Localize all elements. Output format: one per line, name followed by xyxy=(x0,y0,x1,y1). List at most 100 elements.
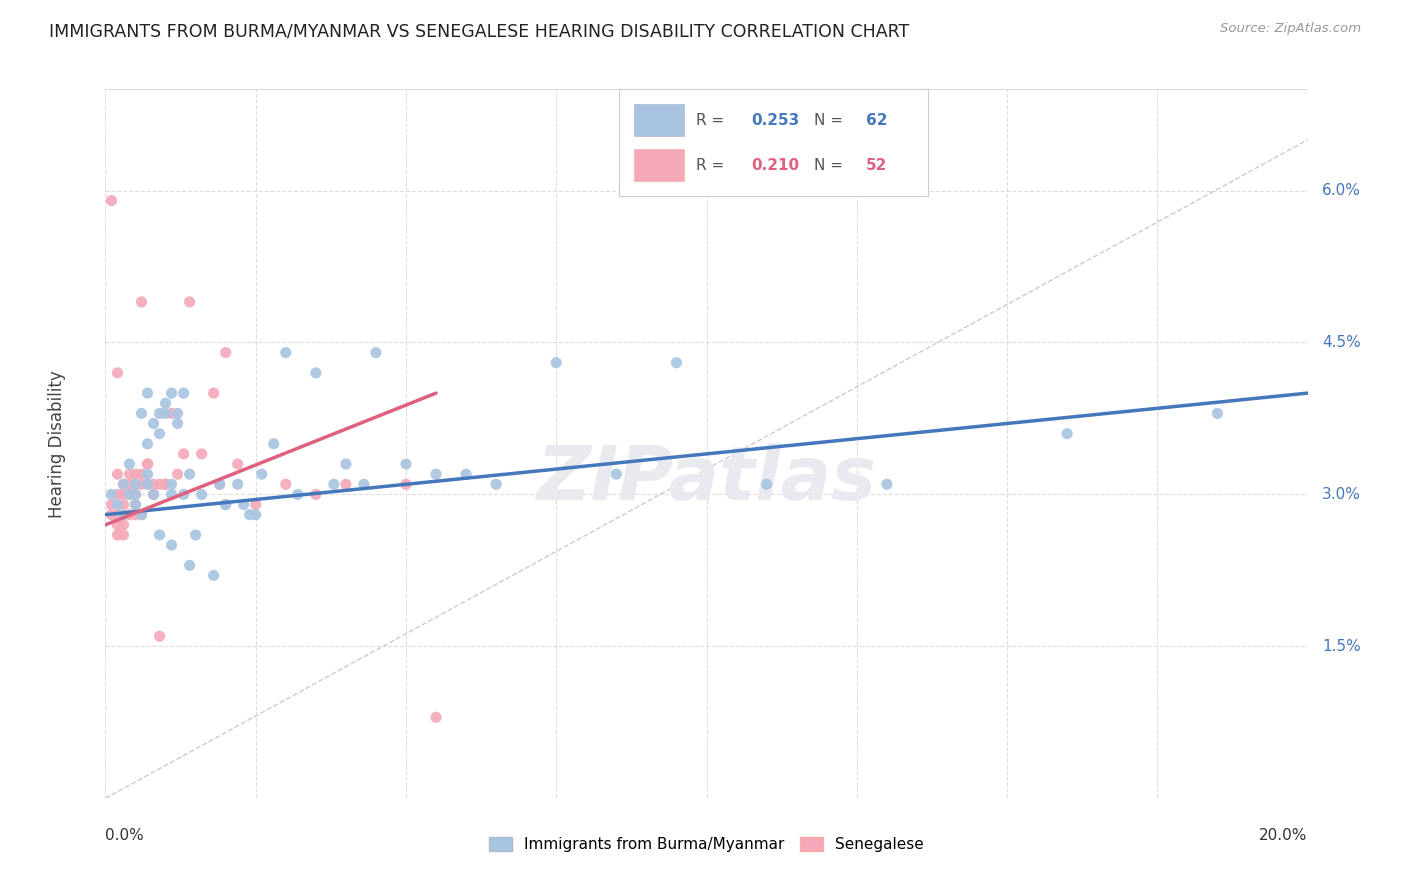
Point xyxy=(148,426,170,441)
Point xyxy=(107,467,129,482)
Point xyxy=(155,406,177,420)
Point xyxy=(202,386,225,401)
Text: 52: 52 xyxy=(866,158,887,173)
Text: N =: N = xyxy=(814,112,848,128)
Text: 62: 62 xyxy=(866,112,887,128)
Point xyxy=(214,498,236,512)
Point xyxy=(136,436,159,450)
Point xyxy=(876,477,898,491)
Point xyxy=(425,710,447,724)
Point xyxy=(179,558,201,573)
Point xyxy=(136,386,159,401)
Point xyxy=(136,457,159,471)
Point xyxy=(1056,426,1078,441)
Point xyxy=(335,457,357,471)
Point xyxy=(239,508,262,522)
Point xyxy=(665,356,688,370)
Point xyxy=(107,366,129,380)
Text: 0.253: 0.253 xyxy=(752,112,800,128)
Point xyxy=(136,477,159,491)
Text: ZIPatlas: ZIPatlas xyxy=(537,442,876,516)
Point xyxy=(173,386,195,401)
Point xyxy=(179,294,201,309)
Text: 1.5%: 1.5% xyxy=(1322,639,1361,654)
Point xyxy=(131,294,153,309)
Point xyxy=(124,508,146,522)
Point xyxy=(155,477,177,491)
Point xyxy=(124,487,146,501)
Point xyxy=(112,477,135,491)
Point xyxy=(124,477,146,491)
Point xyxy=(173,447,195,461)
Point xyxy=(112,508,135,522)
Point xyxy=(166,467,188,482)
Point xyxy=(263,436,285,450)
Point xyxy=(190,447,212,461)
Point xyxy=(305,487,328,501)
Text: 3.0%: 3.0% xyxy=(1322,487,1361,502)
Point xyxy=(485,477,508,491)
Point xyxy=(425,467,447,482)
Point xyxy=(1206,406,1229,420)
Point xyxy=(131,406,153,420)
Point xyxy=(131,508,153,522)
Point xyxy=(131,467,153,482)
Point xyxy=(124,477,146,491)
Point xyxy=(214,345,236,359)
Point xyxy=(160,477,183,491)
Text: R =: R = xyxy=(696,112,730,128)
Point xyxy=(118,477,141,491)
Point xyxy=(166,406,188,420)
Point xyxy=(136,457,159,471)
Point xyxy=(226,457,249,471)
Point xyxy=(395,457,418,471)
Point xyxy=(148,528,170,542)
Point xyxy=(142,487,165,501)
Point xyxy=(118,487,141,501)
Point xyxy=(245,498,267,512)
Point xyxy=(124,498,146,512)
Point xyxy=(131,477,153,491)
Text: 0.0%: 0.0% xyxy=(105,828,145,843)
Text: IMMIGRANTS FROM BURMA/MYANMAR VS SENEGALESE HEARING DISABILITY CORRELATION CHART: IMMIGRANTS FROM BURMA/MYANMAR VS SENEGAL… xyxy=(49,22,910,40)
Point xyxy=(124,498,146,512)
Point xyxy=(142,477,165,491)
Point xyxy=(124,487,146,501)
Point xyxy=(100,508,122,522)
Point xyxy=(107,528,129,542)
Point xyxy=(142,417,165,431)
Text: R =: R = xyxy=(696,158,730,173)
Point xyxy=(454,467,477,482)
Point xyxy=(160,487,183,501)
Point xyxy=(179,467,201,482)
Point xyxy=(155,396,177,410)
Point xyxy=(136,467,159,482)
Point xyxy=(274,477,297,491)
Text: Hearing Disability: Hearing Disability xyxy=(48,370,66,517)
Point xyxy=(155,477,177,491)
Point xyxy=(245,508,267,522)
Point xyxy=(546,356,568,370)
Point xyxy=(274,345,297,359)
Point xyxy=(232,498,254,512)
Point xyxy=(118,467,141,482)
Point xyxy=(124,467,146,482)
Point xyxy=(755,477,778,491)
Point xyxy=(353,477,375,491)
Point xyxy=(112,517,135,532)
Point xyxy=(173,487,195,501)
Point xyxy=(287,487,309,501)
Point xyxy=(112,477,135,491)
Point xyxy=(364,345,387,359)
Point xyxy=(118,487,141,501)
Point xyxy=(190,487,212,501)
Point xyxy=(395,477,418,491)
Text: 4.5%: 4.5% xyxy=(1322,335,1361,350)
Point xyxy=(118,457,141,471)
Point xyxy=(305,366,328,380)
Point xyxy=(208,477,231,491)
Point xyxy=(160,406,183,420)
Text: 20.0%: 20.0% xyxy=(1260,828,1308,843)
Point xyxy=(118,508,141,522)
Point xyxy=(112,487,135,501)
